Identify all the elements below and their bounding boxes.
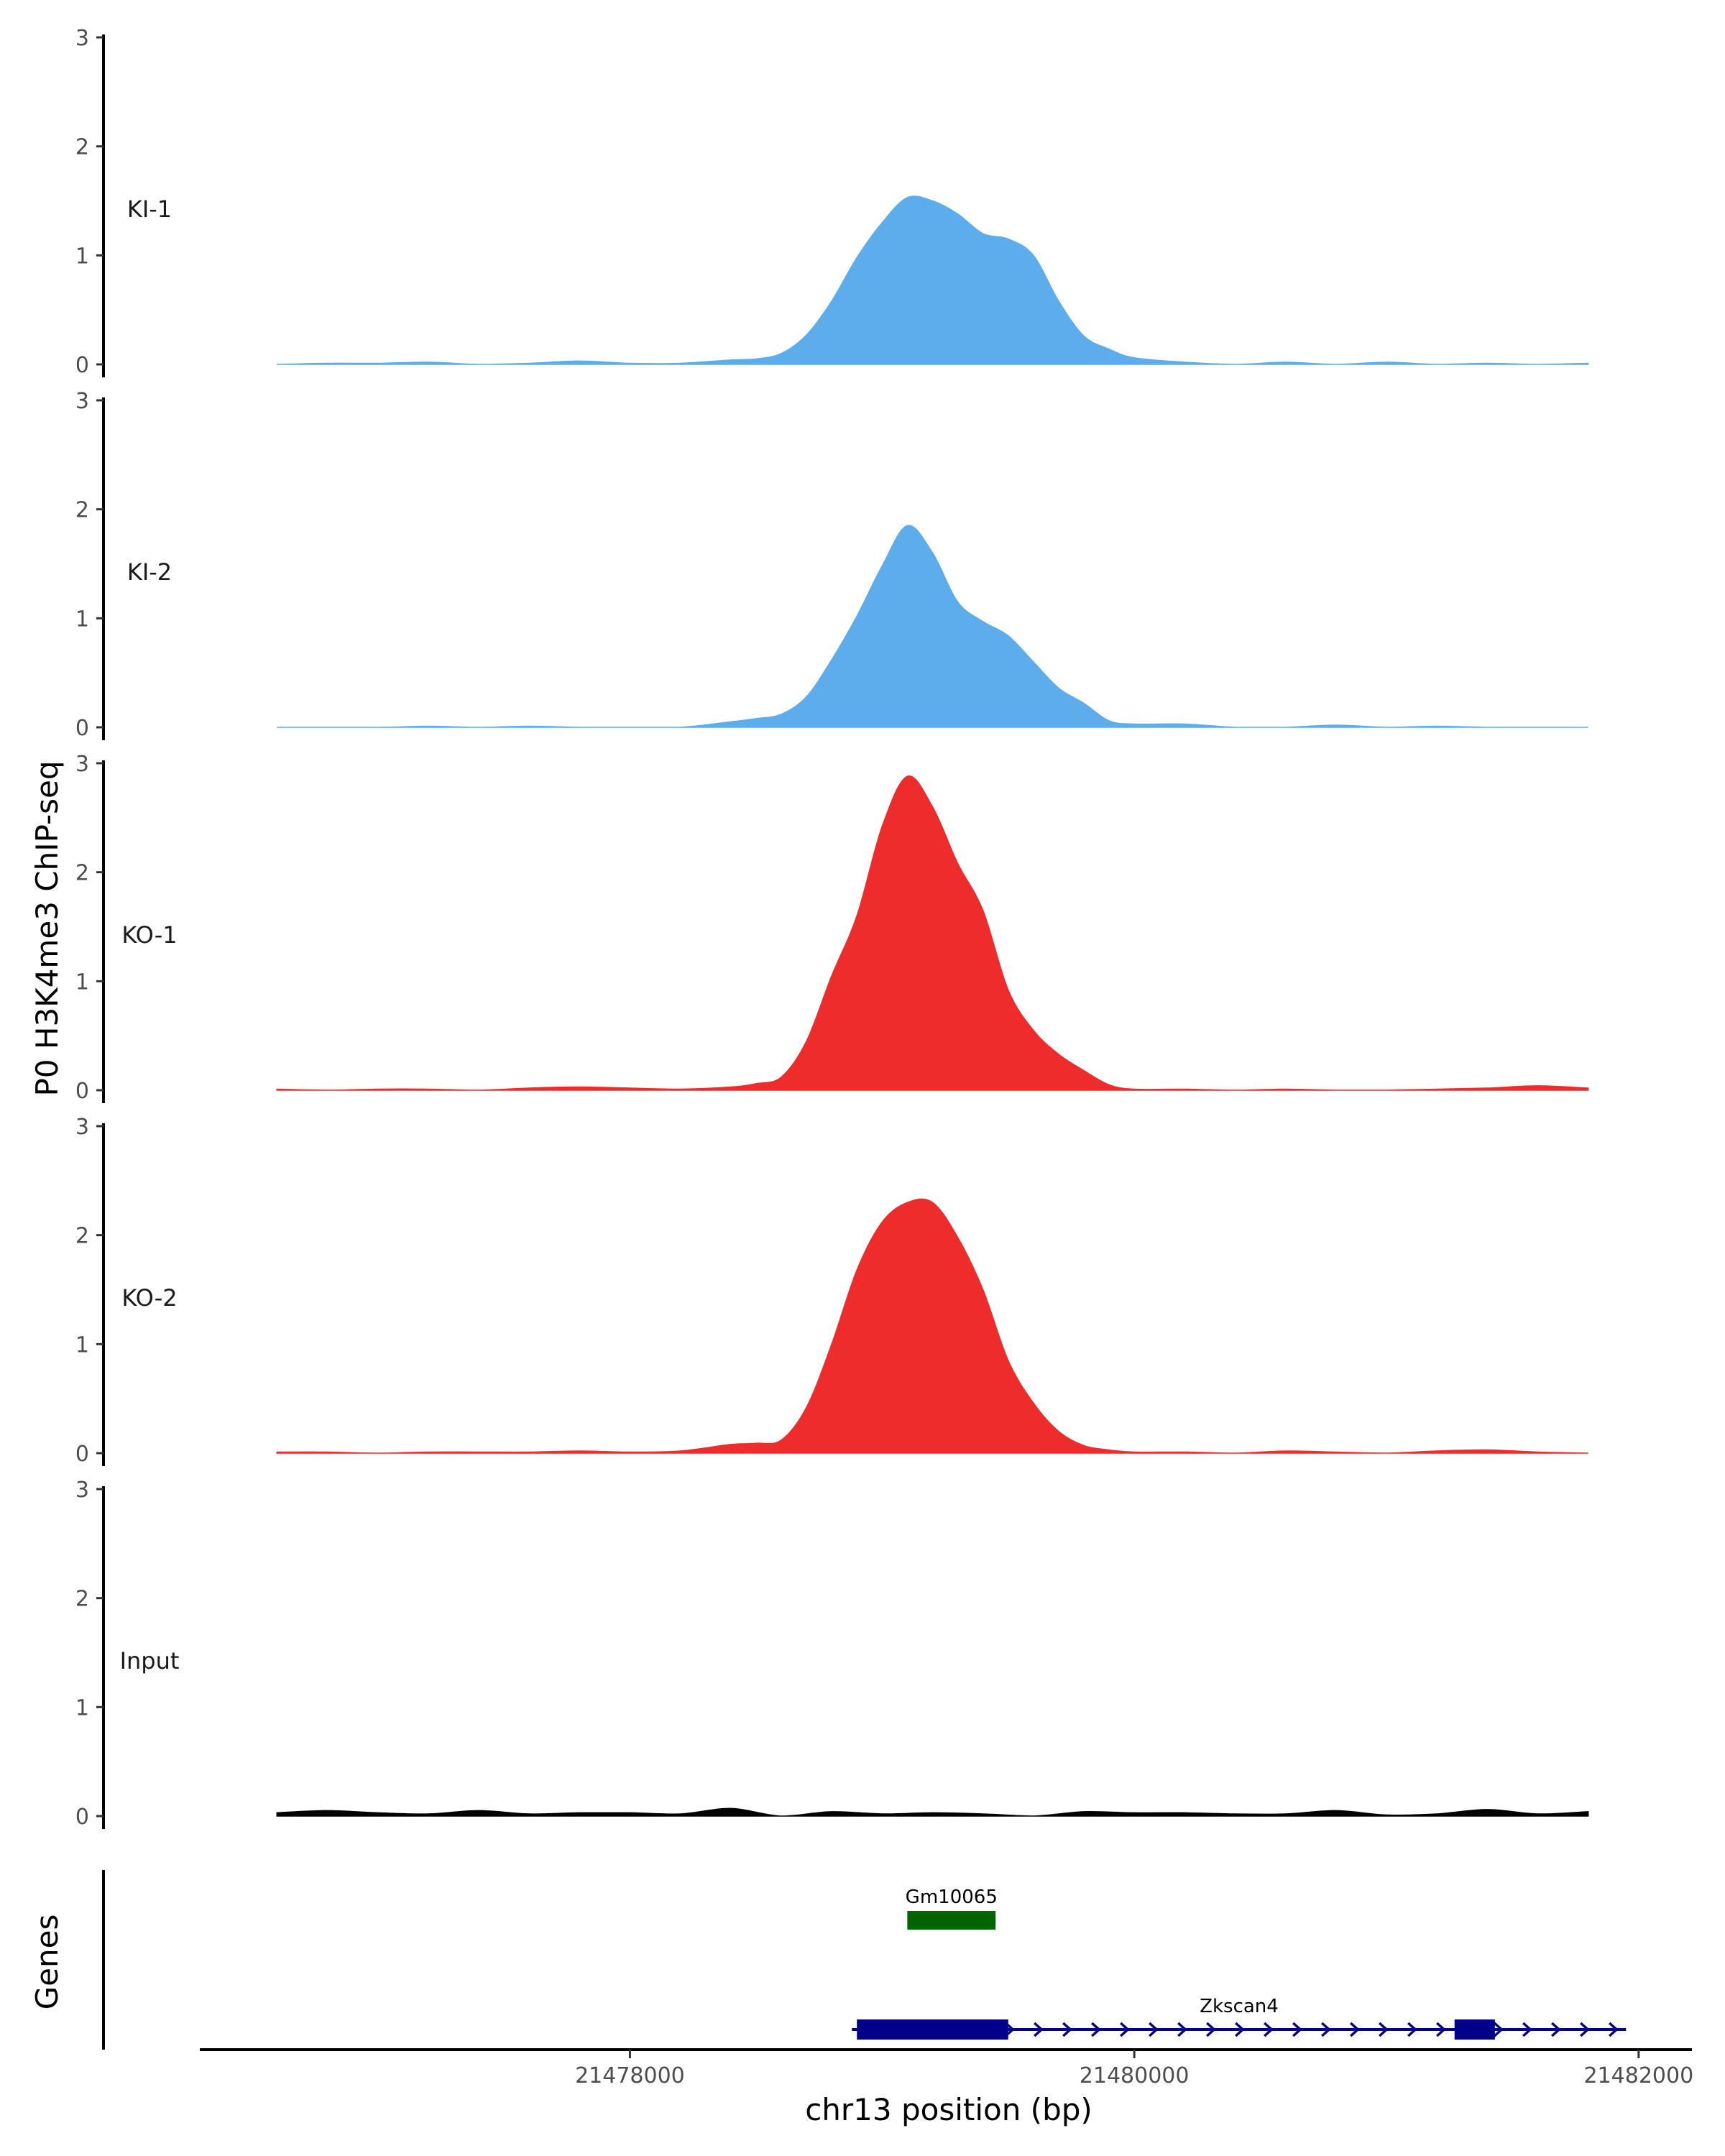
strand-arrow [1149,2022,1159,2037]
y-tick-label: 0 [75,1442,89,1467]
y-tick-label: 3 [75,389,89,414]
coverage-area-ko-2 [276,1198,1588,1454]
strand-arrow [1551,2022,1561,2037]
y-tick-label: 2 [75,135,89,160]
gene-exon [857,2019,1008,2040]
track-label: Input [120,1647,180,1674]
strand-arrow [1379,2022,1389,2037]
genes-axis-title: Genes [29,1915,65,2010]
gene-exon [907,1911,996,1930]
x-axis-title: chr13 position (bp) [805,2092,1092,2127]
y-tick-label: 3 [75,1478,89,1503]
gene-zkscan4: Zkscan4 [852,1996,1627,2040]
y-tick-label: 3 [75,752,89,777]
gene-gm10065: Gm10065 [906,1886,998,1930]
y-tick-label: 1 [75,244,89,269]
x-tick-label: 21478000 [575,2063,685,2088]
strand-arrow [1235,2022,1245,2037]
y-tick-label: 0 [75,353,89,378]
strand-arrow [1177,2022,1187,2037]
y-axis-title: P0 H3K4me3 ChIP-seq [29,760,65,1096]
strand-arrow [1494,2022,1504,2037]
strand-arrow [1292,2022,1302,2037]
y-tick-label: 2 [75,861,89,886]
strand-arrow [1206,2022,1216,2037]
y-tick-label: 1 [75,607,89,632]
gene-exon [1454,2019,1495,2040]
coverage-area-ki-1 [277,195,1589,365]
coverage-area-ki-2 [277,525,1588,728]
track-ko-1: 0 1 2 3 KO-1 [75,752,1589,1104]
y-tick-label: 3 [75,26,89,51]
y-tick-label: 2 [75,1224,89,1249]
strand-arrow [1350,2022,1360,2037]
y-tick-label: 0 [75,716,89,741]
coverage-tracks: 0 1 2 3 KI-1 0 1 2 3 KI-2 0 1 2 3 KO-1 0 1 2 3 KO-2 0 1 2 3 Inpu… [75,26,1589,1830]
y-tick-label: 2 [75,498,89,523]
strand-arrow [1120,2022,1130,2037]
track-ki-2: 0 1 2 3 KI-2 [75,389,1588,741]
x-axis: 21478000 21480000 21482000 [200,2048,1693,2088]
strand-arrow [1264,2022,1274,2037]
y-tick-label: 2 [75,1587,89,1612]
y-tick-label: 1 [75,969,89,995]
x-tick-label: 21482000 [1583,2063,1693,2088]
x-tick-label: 21480000 [1080,2063,1190,2088]
track-ko-2: 0 1 2 3 KO-2 [75,1115,1588,1467]
strand-arrow [1062,2022,1072,2037]
genes-track: Gm10065 Zkscan4 [102,1870,1627,2050]
y-tick-label: 1 [75,1695,89,1720]
strand-arrow [1522,2022,1532,2037]
track-ki-1: 0 1 2 3 KI-1 [75,26,1589,378]
track-label: KI-1 [127,195,172,223]
gene-name-label: Gm10065 [906,1886,998,1908]
y-tick-label: 1 [75,1332,89,1358]
coverage-area-input [276,1807,1589,1817]
strand-arrow [1407,2022,1417,2037]
coverage-area-ko-1 [276,775,1589,1091]
track-label: KO-2 [121,1284,177,1312]
strand-arrow [1034,2022,1044,2037]
track-input: 0 1 2 3 Input [75,1478,1589,1830]
gene-name-label: Zkscan4 [1200,1996,1279,2017]
strand-arrow [1321,2022,1331,2037]
track-label: KI-2 [127,558,172,586]
strand-arrow [1609,2022,1619,2037]
strand-arrow [1091,2022,1101,2037]
strand-arrow [1436,2022,1446,2037]
y-tick-label: 0 [75,1805,89,1830]
track-label: KO-1 [121,921,177,949]
y-tick-label: 3 [75,1115,89,1140]
strand-arrow [1580,2022,1590,2037]
y-tick-label: 0 [75,1079,89,1104]
